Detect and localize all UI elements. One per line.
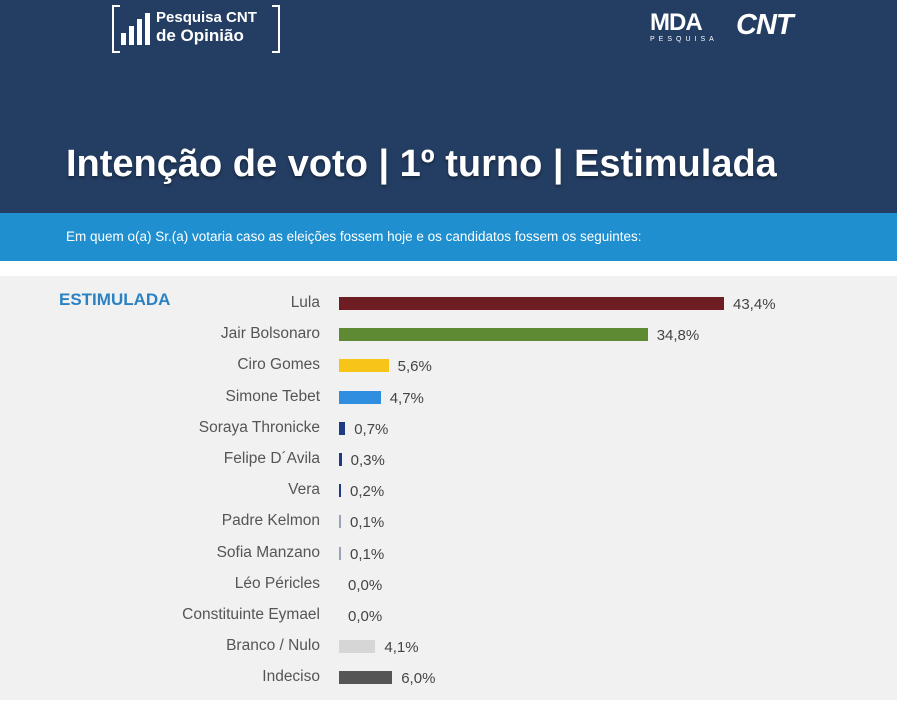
question-text: Em quem o(a) Sr.(a) votaria caso as elei… (66, 229, 642, 244)
value-label: 6,0% (401, 670, 436, 688)
category-label: Vera (288, 481, 320, 499)
logo-text: Pesquisa CNT de Opinião (156, 9, 257, 45)
value-label: 4,7% (389, 389, 424, 407)
value-label: 5,6% (397, 358, 432, 376)
category-label: Jair Bolsonaro (220, 325, 320, 343)
value-label: 0,1% (350, 514, 385, 532)
value-label: 4,1% (384, 639, 419, 657)
category-label: Felipe D´Avila (223, 450, 320, 467)
chart-row: Padre Kelmon 0,1% (0, 510, 897, 534)
chart-panel: ESTIMULADA Lula 43,4% Jair Bolsonaro 34,8% C… (0, 276, 897, 700)
bar (339, 546, 341, 560)
mda-logo: MDA PESQUISA (650, 10, 718, 44)
logo-line2: de Opinião (156, 26, 244, 45)
category-label: Ciro Gomes (237, 356, 320, 374)
value-label: 43,4% (733, 296, 776, 313)
chart-row: Léo Péricles 0,0% (0, 573, 897, 597)
category-label: Padre Kelmon (221, 512, 320, 530)
bar (339, 671, 393, 685)
category-label: Sofia Manzano (216, 543, 320, 561)
bar (339, 359, 389, 373)
chart-row: Indeciso 6,0% (0, 666, 897, 690)
bar (339, 297, 724, 310)
bar (339, 453, 342, 466)
value-label: 0,3% (350, 452, 385, 469)
bar (339, 328, 648, 342)
bar (339, 640, 376, 654)
category-label: Constituinte Eymael (182, 606, 320, 623)
value-label: 0,1% (350, 545, 385, 563)
bar (339, 390, 381, 404)
category-label: Léo Péricles (234, 574, 320, 592)
chart-row: Constituinte Eymael 0,0% (0, 604, 897, 628)
page-title: Intenção de voto | 1º turno | Estimulada (66, 143, 777, 185)
chart-row: Felipe D´Avila 0,3% (0, 448, 897, 472)
cnt-logo: CNT (736, 9, 794, 41)
category-label: Soraya Thronicke (198, 418, 320, 436)
value-label: 0,0% (348, 608, 383, 625)
mda-logo-word: MDA (650, 9, 703, 36)
chart-row: Branco / Nulo 4,1% (0, 635, 897, 659)
category-label: Indeciso (262, 668, 320, 686)
category-label: Lula (290, 294, 320, 311)
pesquisa-cnt-logo: Pesquisa CNT de Opinião (112, 5, 280, 53)
chart-row: Jair Bolsonaro 34,8% (0, 323, 897, 347)
chart-row: Ciro Gomes 5,6% (0, 354, 897, 378)
header: Pesquisa CNT de Opinião MDA PESQUISA CNT… (0, 0, 897, 213)
value-label: 34,8% (656, 327, 700, 345)
value-label: 0,7% (354, 420, 389, 438)
logo-bracket-left (112, 5, 120, 53)
question-bar: Em quem o(a) Sr.(a) votaria caso as elei… (0, 213, 897, 261)
chart-row: Soraya Thronicke 0,7% (0, 417, 897, 441)
chart-row: Simone Tebet 4,7% (0, 386, 897, 410)
bar-chart-icon (121, 13, 155, 45)
category-label: Simone Tebet (225, 387, 321, 405)
logo-line1: Pesquisa CNT (156, 9, 257, 26)
mda-logo-sub: PESQUISA (650, 36, 718, 43)
bar (339, 421, 346, 435)
section-label: ESTIMULADA (59, 290, 171, 309)
value-label: 0,0% (348, 576, 383, 594)
chart-row: Sofia Manzano 0,1% (0, 542, 897, 566)
bar (339, 515, 341, 529)
chart-row: Vera 0,2% (0, 479, 897, 503)
logo-bracket-right (272, 5, 280, 53)
category-label: Branco / Nulo (226, 637, 320, 655)
chart-row: Lula 43,4% (0, 292, 897, 316)
bar (339, 484, 341, 498)
value-label: 0,2% (350, 483, 385, 501)
